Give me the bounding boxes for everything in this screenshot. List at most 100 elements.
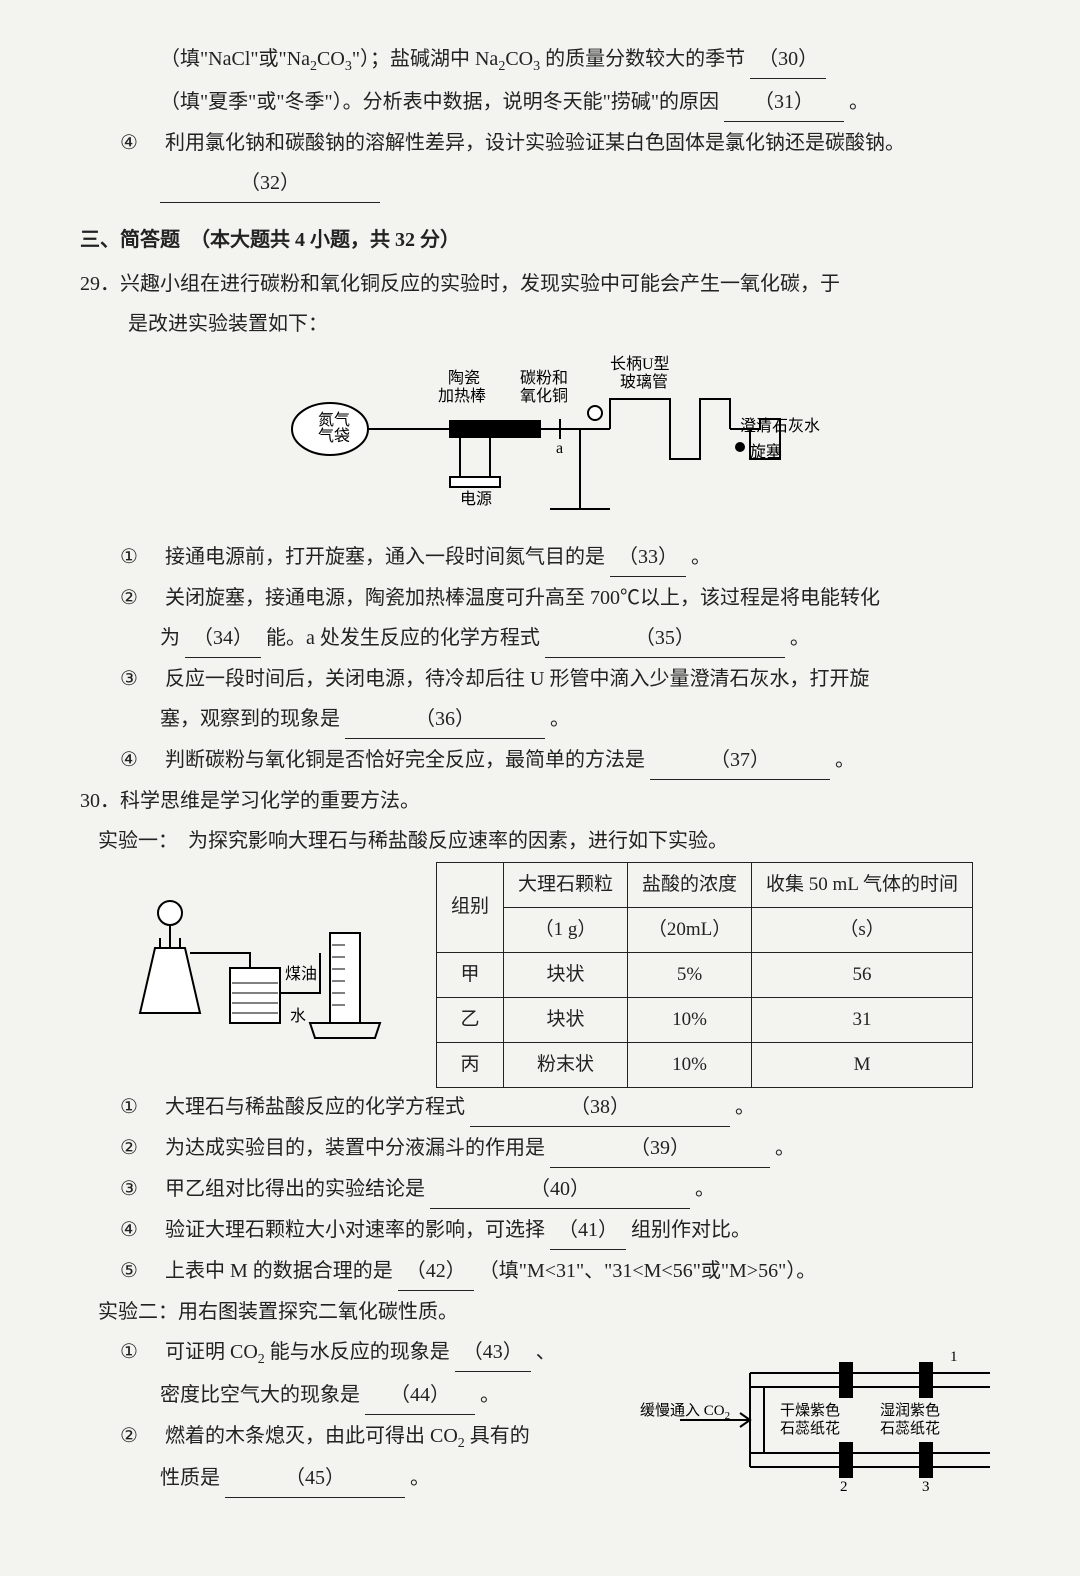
label-dry: 干燥紫色: [780, 1402, 840, 1419]
cell: 块状: [504, 952, 628, 997]
text: 具有的: [465, 1425, 530, 1447]
q29-3-l1: ③ 反应一段时间后，关闭电源，待冷却后往 U 形管中滴入少量澄清石灰水，打开旋: [80, 660, 1000, 698]
text: 性质是: [160, 1467, 220, 1489]
th-conc-b: （20mL）: [628, 907, 752, 952]
th-time: 收集 50 mL 气体的时间: [752, 862, 973, 907]
th-group: 组别: [437, 862, 504, 952]
text: 。: [849, 91, 869, 113]
cell: 56: [752, 952, 973, 997]
text: 燃着的木条熄灭，由此可得出 CO: [165, 1425, 458, 1447]
blank-40: （40）: [430, 1170, 690, 1209]
bullet-4: ④: [120, 124, 160, 162]
text: 。: [410, 1467, 430, 1489]
th-particle-b: （1 g）: [504, 907, 628, 952]
text: 密度比空气大的现象是: [160, 1384, 360, 1406]
cell: 块状: [504, 997, 628, 1042]
q30-exp1-title: 实验一： 为探究影响大理石与稀盐酸反应速率的因素，进行如下实验。: [80, 822, 1000, 860]
label-n2: 氮气: [318, 411, 350, 429]
label-pos2: 2: [840, 1479, 848, 1495]
cell: 乙: [437, 997, 504, 1042]
label-kerosene: 煤油: [285, 965, 317, 983]
text: 为达成实验目的，装置中分液漏斗的作用是: [165, 1137, 545, 1159]
text: 。: [835, 749, 855, 771]
bullet: ③: [120, 660, 160, 698]
text: 能与水反应的现象是: [265, 1341, 450, 1363]
text: 。: [695, 1178, 715, 1200]
q29-1: ① 接通电源前，打开旋塞，通入一段时间氮气目的是 （33） 。: [80, 538, 1000, 577]
text: 的质量分数较大的季节: [540, 48, 745, 70]
top-line-4: （32）: [80, 164, 1000, 203]
blank-32: （32）: [160, 164, 380, 203]
blank-43: （43）: [455, 1333, 531, 1372]
text: 甲乙组对比得出的实验结论是: [165, 1178, 425, 1200]
label-carbon: 碳粉和: [520, 369, 568, 387]
q30-1: ① 大理石与稀盐酸反应的化学方程式 （38） 。: [80, 1088, 1000, 1127]
cell: 粉末状: [504, 1042, 628, 1087]
cell: 5%: [628, 952, 752, 997]
cell: 10%: [628, 1042, 752, 1087]
bullet: ④: [120, 741, 160, 779]
text: 大理石与稀盐酸反应的化学方程式: [165, 1096, 465, 1118]
sub: 2: [458, 1436, 465, 1451]
top-line-3: ④ 利用氯化钠和碳酸钠的溶解性差异，设计实验验证某白色固体是氯化钠还是碳酸钠。: [80, 124, 1000, 162]
text: "）；盐碱湖中 Na: [352, 48, 498, 70]
sub: 3: [345, 59, 352, 74]
blank-33: （33）: [610, 538, 686, 577]
label-a: a: [556, 440, 563, 457]
bullet: ②: [120, 1417, 160, 1455]
label-power: 电源: [460, 490, 492, 508]
bullet: ④: [120, 1211, 160, 1249]
section-3-title: 三、简答题 （本大题共 4 小题，共 32 分）: [80, 221, 1000, 259]
text: 判断碳粉与氧化铜是否恰好完全反应，最简单的方法是: [165, 749, 645, 771]
th-time-b: （s）: [752, 907, 973, 952]
q30-exp2-diagram: 缓慢通入 CO2 干燥紫色 石蕊纸花 湿润紫色 石蕊纸花 1 2 3: [640, 1333, 1000, 1516]
q30-e2-1b: 密度比空气大的现象是 （44） 。: [120, 1376, 630, 1415]
text: 、: [536, 1341, 556, 1363]
table-row: 乙 块状 10% 31: [437, 997, 973, 1042]
text: CO: [317, 48, 345, 70]
q30-e2-2b: 性质是 （45） 。: [120, 1459, 630, 1498]
bullet: ①: [120, 1333, 160, 1371]
label-cuo: 氧化铜: [520, 387, 568, 405]
text: 。: [735, 1096, 755, 1118]
blank-30: （30）: [750, 40, 826, 79]
text: CO: [505, 48, 533, 70]
q29-number: 29．: [80, 265, 120, 303]
th-conc: 盐酸的浓度: [628, 862, 752, 907]
label-inlet-sub: 2: [725, 1410, 731, 1422]
table-row: 丙 粉末状 10% M: [437, 1042, 973, 1087]
q30-table: 组别 大理石颗粒 盐酸的浓度 收集 50 mL 气体的时间 （1 g） （20m…: [436, 862, 973, 1088]
q30-5: ⑤ 上表中 M 的数据合理的是 （42） （填"M<31"、"31<M<56"或…: [80, 1252, 1000, 1291]
top-line-1: （填"NaCl"或"Na2CO3"）；盐碱湖中 Na2CO3 的质量分数较大的季…: [80, 40, 1000, 81]
blank-31: （31）: [724, 83, 844, 122]
label-pos3: 3: [922, 1479, 930, 1495]
label-inlet: 缓慢通入 CO: [640, 1402, 725, 1419]
label-heater: 加热棒: [438, 387, 486, 405]
q30-exp1-diagram: 煤油 水: [120, 893, 420, 1056]
bullet: ②: [120, 579, 160, 617]
label-dry2: 石蕊纸花: [780, 1420, 840, 1437]
q29-intro-1: 29．兴趣小组在进行碳粉和氧化铜反应的实验时，发现实验中可能会产生一氧化碳，于: [80, 265, 1000, 303]
q30-4: ④ 验证大理石颗粒大小对速率的影响，可选择 （41） 组别作对比。: [80, 1211, 1000, 1250]
bullet: ③: [120, 1170, 160, 1208]
cell: 甲: [437, 952, 504, 997]
q30-e2-2a: ② 燃着的木条熄灭，由此可得出 CO2 具有的: [120, 1417, 630, 1458]
label-bag: 气袋: [318, 427, 350, 445]
text: 组别作对比。: [631, 1219, 751, 1241]
text: （填"M<31"、"31<M<56"或"M>56"）。: [479, 1260, 816, 1282]
q29-diagram: 氮气 气袋 陶瓷 加热棒 碳粉和 氧化铜 长柄U型 玻璃管 澄清石灰水 旋塞 电…: [80, 349, 1000, 532]
blank-38: （38）: [470, 1088, 730, 1127]
cell: M: [752, 1042, 973, 1087]
q30-exp2-title: 实验二：用右图装置探究二氧化碳性质。: [80, 1293, 1000, 1331]
text: 可证明 CO: [165, 1341, 258, 1363]
text: 能。a 处发生反应的化学方程式: [266, 627, 540, 649]
label-wet2: 石蕊纸花: [880, 1420, 940, 1437]
blank-37: （37）: [650, 741, 830, 780]
text: 。: [480, 1384, 500, 1406]
label-water: 水: [290, 1007, 306, 1025]
th-particle: 大理石颗粒: [504, 862, 628, 907]
blank-39: （39）: [550, 1129, 770, 1168]
blank-34: （34）: [185, 619, 261, 658]
text: （填"夏季"或"冬季"）。分析表中数据，说明冬天能"捞碱"的原因: [160, 91, 719, 113]
table-head2: （1 g） （20mL） （s）: [437, 907, 973, 952]
